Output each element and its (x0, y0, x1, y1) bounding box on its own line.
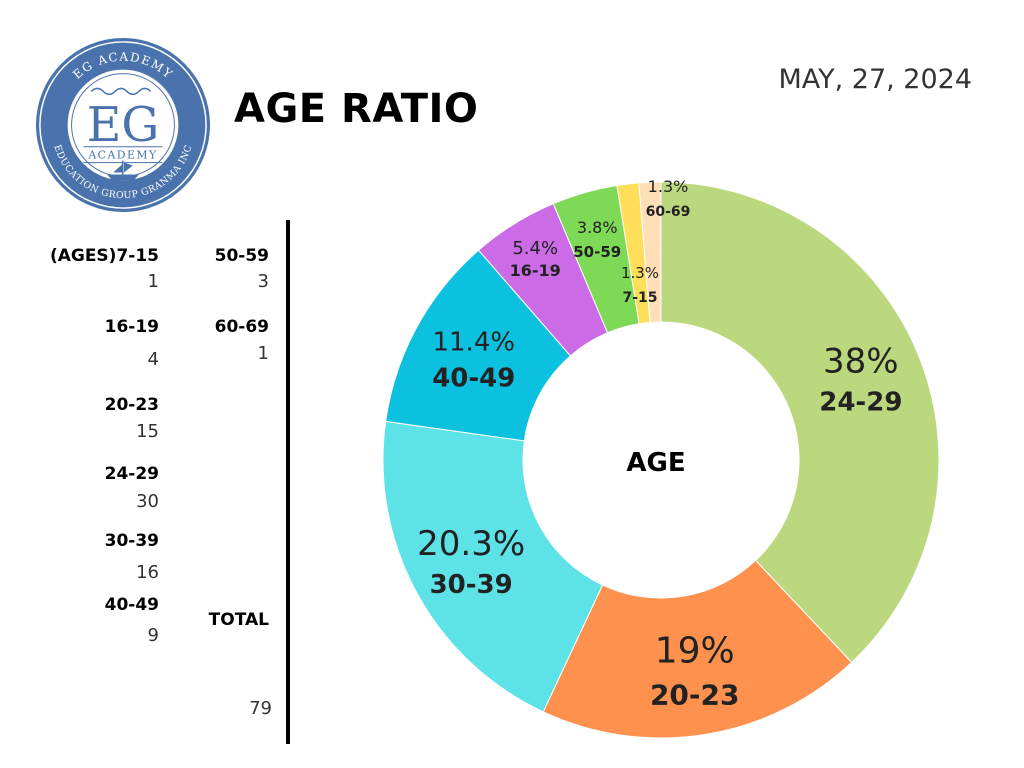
table-divider (286, 220, 290, 744)
category-label-60-69: 60-69 (646, 204, 691, 220)
slice-60-69 (638, 181, 662, 323)
pct-label-16-19: 5.4% (512, 238, 558, 259)
svg-text:EG: EG (87, 98, 160, 153)
age-label-7-15: (AGES)7-15 (49, 246, 159, 266)
total-value: 79 (249, 698, 272, 719)
age-donut-chart: 38% 24-29 19% 20-23 20.3% 30-39 11.4% 40-49 5.4%… (382, 177, 940, 739)
pct-label-50-59: 3.8% (577, 218, 618, 237)
age-label-16-19: 16-19 (104, 317, 159, 337)
count-60-69: 1 (257, 343, 269, 364)
pct-label-30-39: 20.3% (417, 524, 525, 564)
age-label-24-29: 24-29 (104, 464, 159, 484)
slice-24-29 (660, 181, 940, 664)
count-24-29: 30 (136, 491, 159, 512)
chart-center-label: AGE (626, 448, 685, 478)
total-label: TOTAL (208, 610, 269, 630)
count-20-23: 15 (136, 421, 159, 442)
count-7-15: 1 (147, 271, 159, 292)
report-date: MAY, 27, 2024 (778, 64, 972, 95)
eg-academy-logo: EG ACADEMY EDUCATION GROUP GRANMA INC EG… (35, 37, 211, 213)
count-50-59: 3 (257, 271, 269, 292)
pct-label-7-15: 1.3% (621, 264, 659, 282)
pct-label-60-69: 1.3% (648, 177, 689, 196)
pct-label-24-29: 38% (823, 342, 899, 382)
age-label-60-69: 60-69 (214, 317, 269, 337)
count-30-39: 16 (136, 562, 159, 583)
category-label-16-19: 16-19 (510, 261, 561, 280)
pct-label-20-23: 19% (655, 630, 735, 671)
slice-20-23 (542, 559, 853, 739)
count-40-49: 9 (147, 625, 159, 646)
age-label-50-59: 50-59 (214, 246, 269, 266)
svg-text:ACADEMY: ACADEMY (87, 149, 157, 162)
pct-label-40-49: 11.4% (432, 327, 515, 357)
age-label-40-49: 40-49 (104, 595, 159, 615)
count-16-19: 4 (147, 349, 159, 370)
slice-30-39 (382, 420, 604, 713)
age-label-30-39: 30-39 (104, 531, 159, 551)
category-label-20-23: 20-23 (650, 678, 740, 711)
page-title: AGE RATIO (234, 86, 479, 132)
category-label-30-39: 30-39 (430, 570, 513, 600)
category-label-40-49: 40-49 (432, 363, 515, 393)
category-label-7-15: 7-15 (622, 290, 657, 306)
category-label-50-59: 50-59 (573, 243, 621, 261)
category-label-24-29: 24-29 (819, 388, 902, 418)
age-label-20-23: 20-23 (104, 395, 159, 415)
